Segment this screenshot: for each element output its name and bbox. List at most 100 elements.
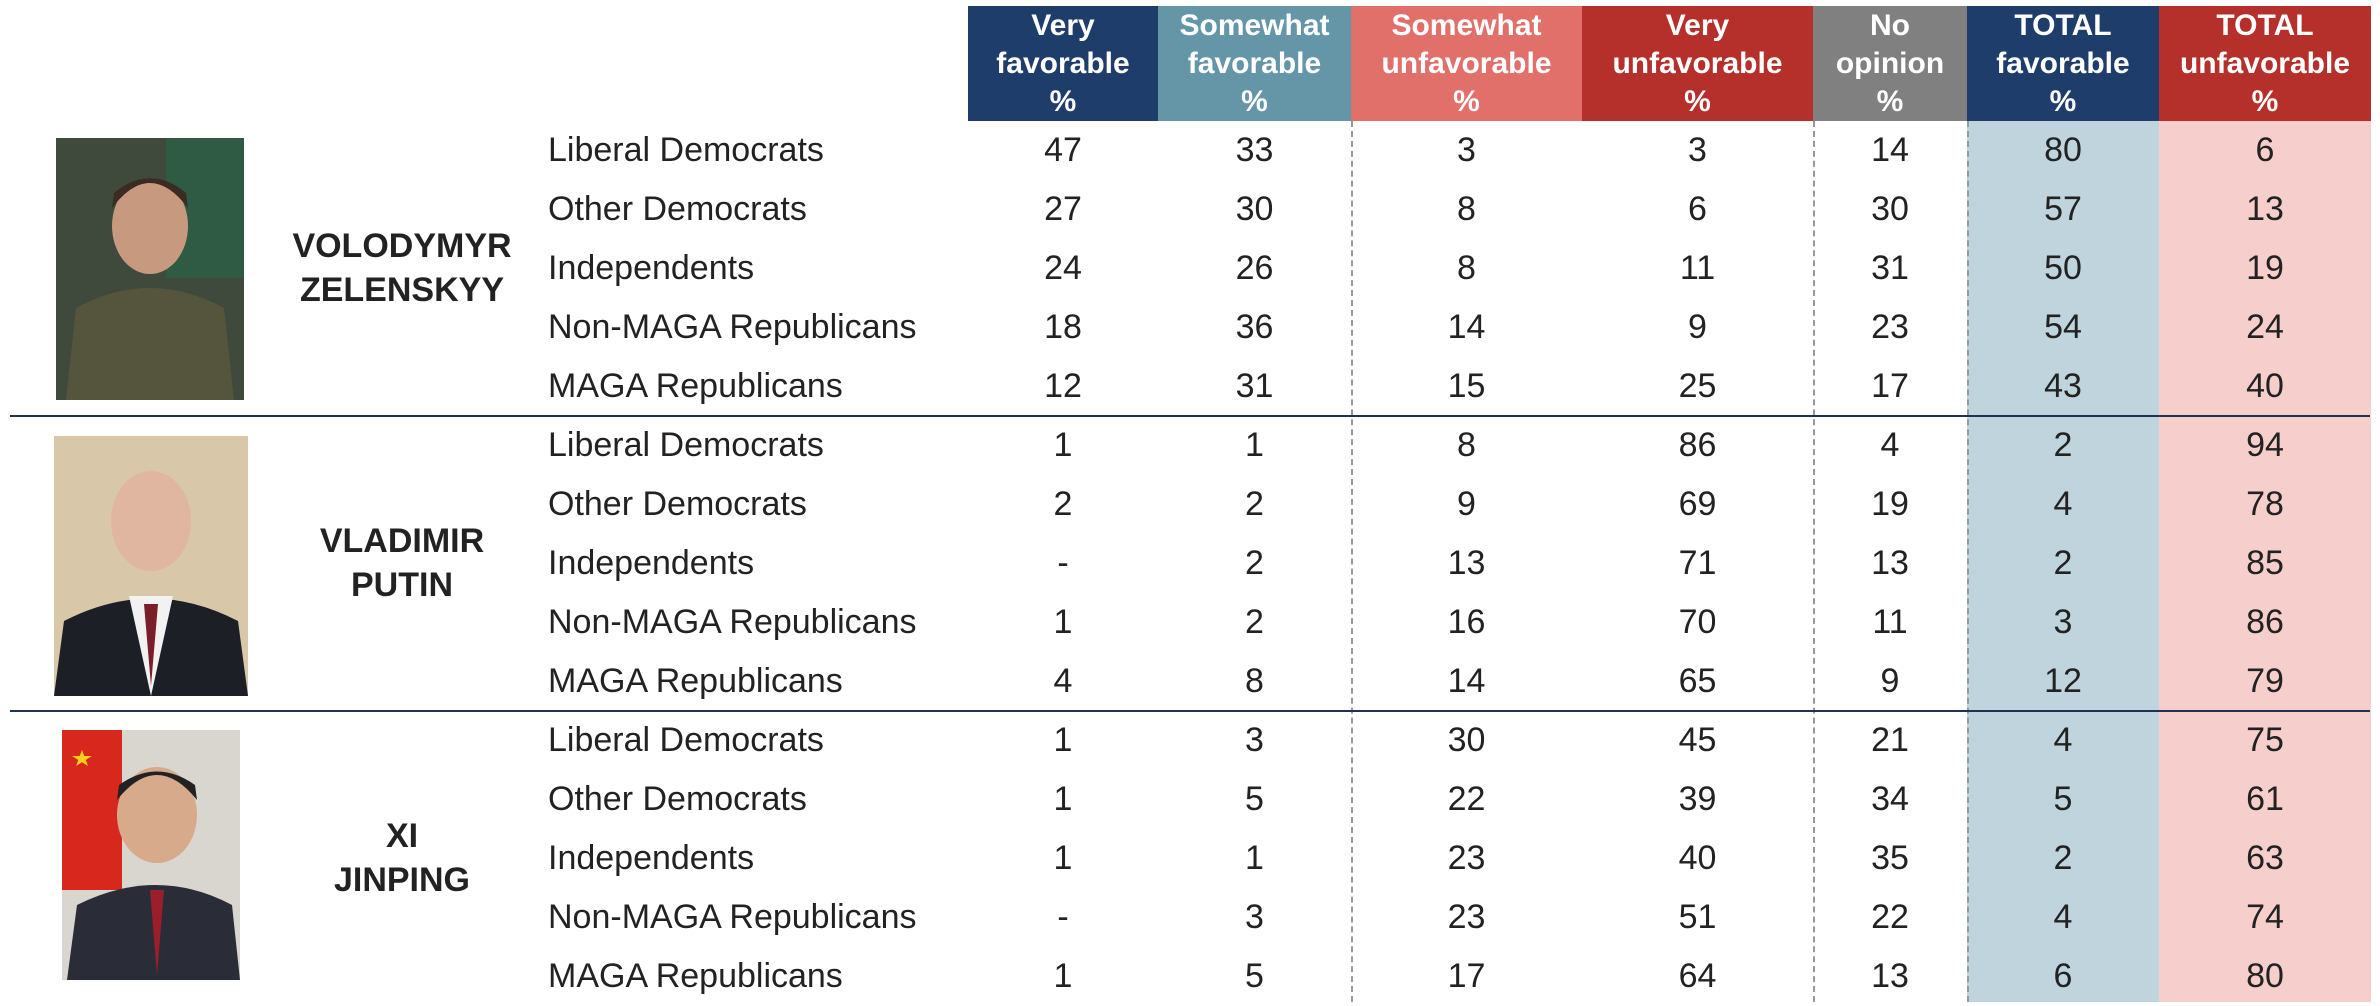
value-cell: 34 <box>1871 779 1909 818</box>
divider <box>1967 121 1969 1002</box>
value-cell: 22 <box>1447 779 1486 818</box>
value-cell: 1 <box>1053 602 1073 641</box>
value-cell: 11 <box>1679 248 1716 287</box>
value-cell: 85 <box>2246 543 2284 582</box>
row-label: Non-MAGA Republicans <box>548 602 917 641</box>
row-label: Liberal Democrats <box>548 720 824 759</box>
value-cell: 12 <box>1044 366 1082 405</box>
value-cell: 4 <box>2053 897 2073 936</box>
value-cell: 75 <box>2246 720 2284 759</box>
leader-name: VOLODYMYR ZELENSKYY <box>292 227 512 309</box>
value-cell: 2 <box>2053 838 2073 877</box>
column-header: Somewhat favorable % <box>1158 6 1351 121</box>
value-cell: 3 <box>2053 602 2073 641</box>
value-cell: 43 <box>2044 366 2082 405</box>
value-cell: 17 <box>1871 366 1909 405</box>
value-cell: 3 <box>1245 720 1264 759</box>
value-cell: 2 <box>2053 543 2073 582</box>
value-cell: 13 <box>1871 956 1909 995</box>
value-cell: 61 <box>2246 779 2284 818</box>
value-cell: 79 <box>2246 661 2284 700</box>
value-cell: 26 <box>1235 248 1274 287</box>
value-cell: 50 <box>2044 248 2082 287</box>
value-cell: - <box>1057 543 1069 582</box>
row-label: MAGA Republicans <box>548 956 843 995</box>
value-cell: 2 <box>1053 484 1073 523</box>
value-cell: 14 <box>1447 307 1486 346</box>
divider <box>1813 121 1815 1002</box>
value-cell: 3 <box>1688 130 1707 169</box>
row-label: Non-MAGA Republicans <box>548 897 917 936</box>
value-cell: 6 <box>1688 189 1707 228</box>
value-cell: 4 <box>2053 720 2073 759</box>
row-label: Independents <box>548 838 755 877</box>
value-cell: 31 <box>1871 248 1909 287</box>
value-cell: 11 <box>1872 602 1908 641</box>
value-cell: 70 <box>1678 602 1717 641</box>
leader-name: VLADIMIR PUTIN <box>319 522 485 604</box>
value-cell: 13 <box>1871 543 1909 582</box>
value-cell: 80 <box>2246 956 2284 995</box>
value-cell: 2 <box>1245 543 1264 582</box>
row-label: Liberal Democrats <box>548 130 824 169</box>
value-cell: 80 <box>2044 130 2082 169</box>
value-cell: 19 <box>1871 484 1909 523</box>
value-cell: 51 <box>1678 897 1717 936</box>
value-cell: 94 <box>2246 425 2284 464</box>
value-cell: 4 <box>1053 661 1073 700</box>
value-cell: 1 <box>1245 425 1264 464</box>
value-cell: 35 <box>1871 838 1909 877</box>
value-cell: 2 <box>1245 484 1264 523</box>
value-cell: 47 <box>1044 130 1082 169</box>
row-label: Liberal Democrats <box>548 425 824 464</box>
value-cell: 4 <box>2053 484 2073 523</box>
value-cell: 64 <box>1678 956 1717 995</box>
value-cell: 74 <box>2246 897 2284 936</box>
value-cell: 86 <box>2246 602 2284 641</box>
photo <box>56 138 244 400</box>
value-cell: - <box>1057 897 1069 936</box>
value-cell: 9 <box>1688 307 1707 346</box>
value-cell: 23 <box>1871 307 1909 346</box>
row-label: MAGA Republicans <box>548 661 843 700</box>
value-cell: 54 <box>2044 307 2082 346</box>
value-cell: 40 <box>1678 838 1717 877</box>
value-cell: 40 <box>2246 366 2284 405</box>
value-cell: 36 <box>1235 307 1274 346</box>
value-cell: 3 <box>1457 130 1476 169</box>
value-cell: 24 <box>2246 307 2284 346</box>
value-cell: 3 <box>1245 897 1264 936</box>
value-cell: 86 <box>1678 425 1717 464</box>
value-cell: 23 <box>1447 897 1486 936</box>
column-header: Very favorable % <box>968 6 1158 121</box>
value-cell: 2 <box>1245 602 1264 641</box>
total-favorable-band <box>1967 121 2159 1002</box>
value-cell: 5 <box>1245 779 1264 818</box>
value-cell: 13 <box>1447 543 1486 582</box>
photo <box>62 730 240 980</box>
column-header: Very unfavorable % <box>1582 6 1813 121</box>
column-header: TOTAL unfavorable % <box>2159 6 2371 121</box>
value-cell: 15 <box>1447 366 1486 405</box>
value-cell: 18 <box>1044 307 1082 346</box>
value-cell: 21 <box>1871 720 1909 759</box>
value-cell: 19 <box>2246 248 2284 287</box>
column-header: No opinion % <box>1813 6 1967 121</box>
row-label: Independents <box>548 543 755 582</box>
value-cell: 8 <box>1457 425 1476 464</box>
value-cell: 1 <box>1053 956 1073 995</box>
value-cell: 9 <box>1880 661 1900 700</box>
value-cell: 63 <box>2246 838 2284 877</box>
photo <box>54 436 248 696</box>
value-cell: 57 <box>2044 189 2082 228</box>
value-cell: 30 <box>1871 189 1909 228</box>
column-header: Somewhat unfavorable % <box>1351 6 1582 121</box>
leader-name: XI JINPING <box>333 817 471 899</box>
value-cell: 5 <box>2053 779 2073 818</box>
value-cell: 6 <box>2255 130 2275 169</box>
row-label: MAGA Republicans <box>548 366 843 405</box>
value-cell: 45 <box>1678 720 1717 759</box>
value-cell: 2 <box>2053 425 2073 464</box>
value-cell: 1 <box>1053 779 1073 818</box>
